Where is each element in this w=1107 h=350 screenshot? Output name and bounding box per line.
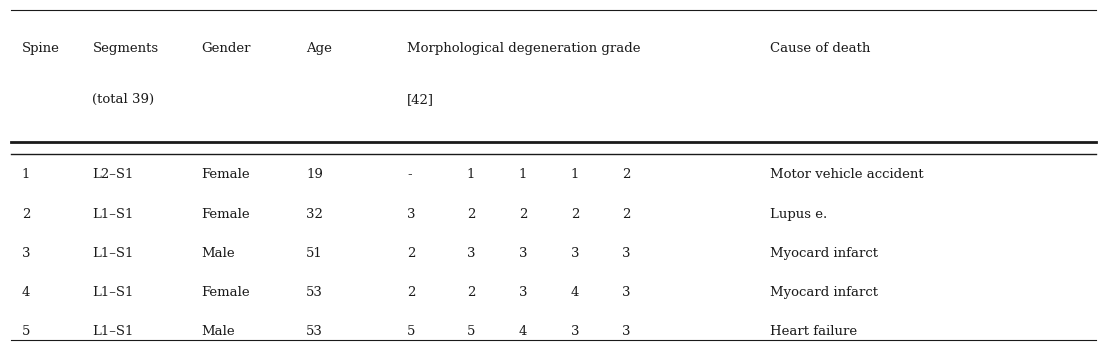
Text: Female: Female xyxy=(201,286,249,299)
Text: Male: Male xyxy=(201,247,235,260)
Text: 4: 4 xyxy=(571,286,579,299)
Text: 3: 3 xyxy=(622,286,630,299)
Text: 2: 2 xyxy=(467,208,475,220)
Text: Heart failure: Heart failure xyxy=(770,325,858,338)
Text: Gender: Gender xyxy=(201,42,250,55)
Text: Spine: Spine xyxy=(22,42,60,55)
Text: 1: 1 xyxy=(22,168,30,182)
Text: Female: Female xyxy=(201,208,249,220)
Text: Myocard infarct: Myocard infarct xyxy=(770,286,879,299)
Text: 3: 3 xyxy=(519,286,527,299)
Text: Morphological degeneration grade: Morphological degeneration grade xyxy=(407,42,641,55)
Text: 2: 2 xyxy=(407,247,415,260)
Text: 2: 2 xyxy=(467,286,475,299)
Text: Female: Female xyxy=(201,168,249,182)
Text: 3: 3 xyxy=(571,247,579,260)
Text: 1: 1 xyxy=(519,168,527,182)
Text: 5: 5 xyxy=(22,325,30,338)
Text: 3: 3 xyxy=(519,247,527,260)
Text: 2: 2 xyxy=(571,208,579,220)
Text: 53: 53 xyxy=(307,325,323,338)
Text: 2: 2 xyxy=(407,286,415,299)
Text: 3: 3 xyxy=(467,247,475,260)
Text: Motor vehicle accident: Motor vehicle accident xyxy=(770,168,924,182)
Text: 3: 3 xyxy=(407,208,415,220)
Text: 51: 51 xyxy=(307,247,323,260)
Text: L2–S1: L2–S1 xyxy=(93,168,134,182)
Text: Age: Age xyxy=(307,42,332,55)
Text: 2: 2 xyxy=(22,208,30,220)
Text: L1–S1: L1–S1 xyxy=(93,286,134,299)
Text: 4: 4 xyxy=(519,325,527,338)
Text: 2: 2 xyxy=(519,208,527,220)
Text: [42]: [42] xyxy=(407,93,434,106)
Text: Lupus e.: Lupus e. xyxy=(770,208,828,220)
Text: 32: 32 xyxy=(307,208,323,220)
Text: -: - xyxy=(407,168,412,182)
Text: 2: 2 xyxy=(622,208,630,220)
Text: 5: 5 xyxy=(467,325,475,338)
Text: Male: Male xyxy=(201,325,235,338)
Text: 3: 3 xyxy=(571,325,579,338)
Text: 1: 1 xyxy=(571,168,579,182)
Text: Cause of death: Cause of death xyxy=(770,42,871,55)
Text: 3: 3 xyxy=(622,247,630,260)
Text: 3: 3 xyxy=(622,325,630,338)
Text: 2: 2 xyxy=(622,168,630,182)
Text: L1–S1: L1–S1 xyxy=(93,208,134,220)
Text: (total 39): (total 39) xyxy=(93,93,155,106)
Text: 3: 3 xyxy=(22,247,30,260)
Text: 5: 5 xyxy=(407,325,415,338)
Text: 19: 19 xyxy=(307,168,323,182)
Text: 53: 53 xyxy=(307,286,323,299)
Text: L1–S1: L1–S1 xyxy=(93,325,134,338)
Text: Myocard infarct: Myocard infarct xyxy=(770,247,879,260)
Text: L1–S1: L1–S1 xyxy=(93,247,134,260)
Text: 1: 1 xyxy=(467,168,475,182)
Text: Segments: Segments xyxy=(93,42,158,55)
Text: 4: 4 xyxy=(22,286,30,299)
